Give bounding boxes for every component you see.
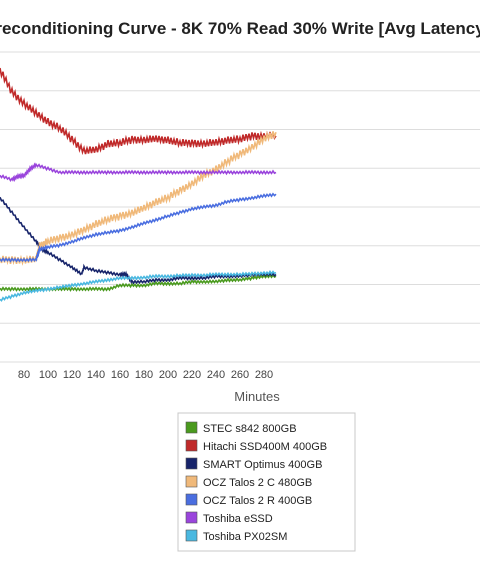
legend-swatch: [185, 529, 198, 542]
x-tick-label: 260: [231, 369, 249, 381]
legend-label: Hitachi SSD400M 400GB: [203, 441, 327, 453]
legend-label: SMART Optimus 400GB: [203, 459, 322, 471]
x-tick-label: 200: [159, 369, 177, 381]
legend-swatch: [185, 421, 198, 434]
legend-swatch: [185, 511, 198, 524]
legend-label: STEC s842 800GB: [203, 423, 297, 435]
legend: STEC s842 800GB Hitachi SSD400M 400GB SMAR…: [177, 412, 356, 552]
x-axis-ticks: 80 100 120 140 160 180 200 220 240 260 280: [18, 369, 273, 381]
legend-swatch: [185, 439, 198, 452]
x-tick-label: 120: [63, 369, 81, 381]
x-tick-label: 240: [207, 369, 225, 381]
legend-label: OCZ Talos 2 R 400GB: [203, 495, 312, 507]
x-tick-label: 220: [183, 369, 201, 381]
x-tick-label: 100: [39, 369, 57, 381]
x-tick-label: 140: [87, 369, 105, 381]
series-line-6: [0, 162, 277, 183]
series-line-7: [0, 270, 277, 302]
x-tick-label: 180: [135, 369, 153, 381]
legend-swatch: [185, 493, 198, 506]
series-line-4: [0, 131, 277, 266]
series-line-5: [0, 192, 277, 263]
series-line-2: [0, 67, 277, 156]
series-line-3: [0, 196, 277, 285]
legend-box: [177, 412, 356, 552]
x-tick-label: 80: [18, 369, 30, 381]
legend-label: Toshiba eSSD: [203, 513, 273, 525]
x-tick-label: 160: [111, 369, 129, 381]
series-lines: [0, 67, 277, 302]
legend-swatch: [185, 457, 198, 470]
grid: [0, 51, 480, 363]
x-axis-title: Minutes: [234, 389, 280, 404]
legend-label: OCZ Talos 2 C 480GB: [203, 477, 312, 489]
legend-swatch: [185, 475, 198, 488]
x-tick-label: 280: [255, 369, 273, 381]
chart-title: Preconditioning Curve - 8K 70% Read 30% …: [0, 19, 480, 38]
legend-label: Toshiba PX02SM: [203, 531, 287, 543]
